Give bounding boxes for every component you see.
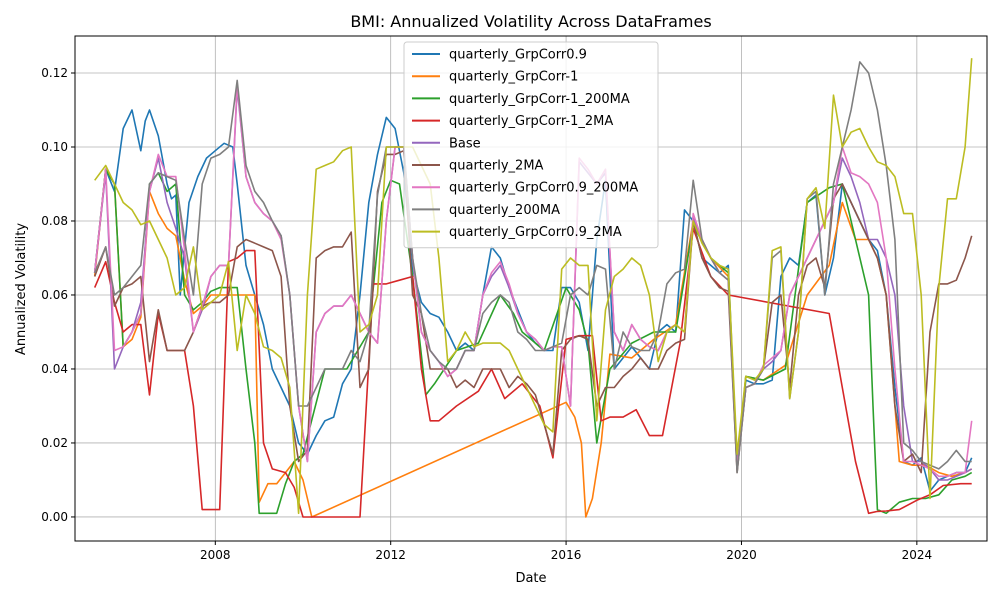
axis-ticks: 2008 2012 2016 2020 2024 0.00 0.02 0.04 0.06 0.08… <box>41 66 932 562</box>
x-tick-label: 2008 <box>200 548 231 562</box>
legend-label: quarterly_200MA <box>449 203 560 218</box>
y-tick-label: 0.02 <box>41 436 68 450</box>
legend-label: quarterly_GrpCorr0.9_200MA <box>449 181 638 196</box>
series-line-4 <box>93 227 972 518</box>
series-line-9 <box>94 58 973 515</box>
y-tick-label: 0.06 <box>41 288 68 302</box>
chart-title: BMI: Annualized Volatility Across DataFr… <box>350 12 711 31</box>
legend-label: quarterly_GrpCorr0.9_2MA <box>449 225 622 240</box>
legend-label: quarterly_2MA <box>449 159 544 174</box>
x-tick-label: 2016 <box>551 548 582 562</box>
legend-label: Base <box>449 136 481 151</box>
y-tick-label: 0.10 <box>41 140 68 154</box>
legend-label: quarterly_GrpCorr-1_2MA <box>449 114 613 129</box>
series-line-7 <box>93 83 973 478</box>
x-tick-label: 2012 <box>375 548 406 562</box>
series-line-8 <box>93 61 972 474</box>
y-tick-label: 0.04 <box>41 362 68 376</box>
legend-label: quarterly_GrpCorr0.9 <box>449 48 587 63</box>
series-lines <box>93 58 973 518</box>
x-axis-title: Date <box>515 571 546 586</box>
legend-label: quarterly_GrpCorr-1 <box>449 70 578 85</box>
y-tick-label: 0.08 <box>41 214 68 228</box>
y-axis-title: Annualized Volatility <box>14 223 29 355</box>
legend-label: quarterly_GrpCorr-1_200MA <box>449 92 630 107</box>
series-line-3 <box>93 168 973 515</box>
legend: quarterly_GrpCorr0.9 quarterly_GrpCorr-1q… <box>403 41 659 249</box>
legend-box <box>403 41 659 249</box>
plot-frame <box>74 35 988 542</box>
x-tick-label: 2024 <box>902 548 933 562</box>
y-tick-label: 0.12 <box>41 66 68 80</box>
x-tick-label: 2020 <box>726 548 757 562</box>
y-tick-label: 0.00 <box>41 510 68 524</box>
series-line-2 <box>93 168 973 518</box>
